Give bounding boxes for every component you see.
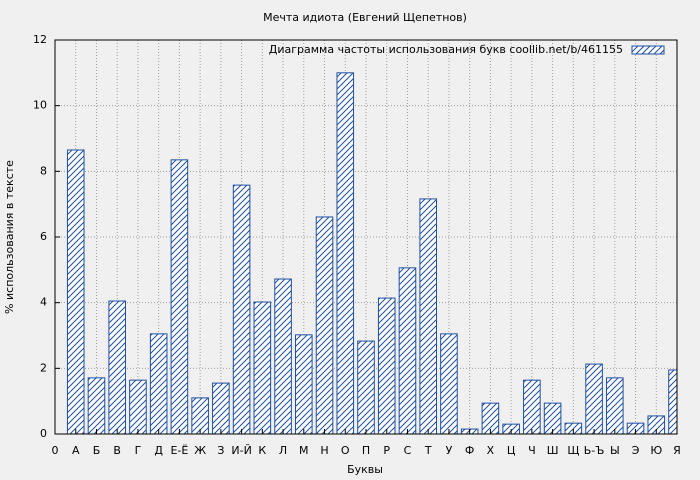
bar	[253, 301, 272, 434]
bar	[606, 377, 624, 434]
bar	[212, 382, 230, 434]
y-tick-label: 12	[33, 33, 47, 46]
x-tick-label: С	[404, 444, 412, 457]
x-tick-label: Б	[93, 444, 101, 457]
bar	[191, 397, 209, 434]
y-tick-label: 4	[40, 296, 47, 309]
bar	[440, 333, 458, 434]
x-tick-label: У	[446, 444, 453, 457]
legend-swatch	[631, 45, 665, 55]
bar	[626, 422, 645, 434]
bar	[274, 278, 292, 434]
x-tick-label: Ц	[507, 444, 516, 457]
x-tick-label: Д	[154, 444, 163, 457]
x-tick-label: Щ	[567, 444, 579, 457]
x-tick-label: Ш	[547, 444, 559, 457]
x-axis-label: Буквы	[347, 463, 383, 476]
x-tick-label: П	[362, 444, 370, 457]
y-tick-label: 10	[33, 99, 47, 112]
x-tick-label: Ы	[610, 444, 620, 457]
bar	[585, 363, 603, 434]
x-tick-label: И-Й	[231, 444, 251, 457]
x-tick-label: Ф	[465, 444, 474, 457]
x-tick-label: Е-Ё	[170, 444, 188, 457]
x-tick-label: З	[217, 444, 224, 457]
x-tick-label: Т	[424, 444, 432, 457]
y-tick-label: 6	[40, 230, 47, 243]
x-tick-label: Х	[487, 444, 495, 457]
x-tick-label: Н	[320, 444, 328, 457]
bar	[357, 340, 375, 434]
bar	[377, 297, 396, 434]
x-tick-label: В	[113, 444, 121, 457]
x-tick-label: К	[258, 444, 266, 457]
bar	[129, 379, 147, 434]
bar	[315, 216, 334, 434]
y-tick-label: 8	[40, 164, 47, 177]
bar	[336, 72, 355, 434]
bar	[398, 267, 417, 434]
bar	[66, 149, 85, 434]
bar	[295, 334, 313, 434]
chart-title: Мечта идиота (Евгений Щепетнов)	[263, 11, 467, 24]
x-tick-label: Ж	[194, 444, 206, 457]
bar	[108, 300, 126, 434]
x-tick-label: Л	[279, 444, 287, 457]
bar	[564, 422, 583, 434]
bar	[523, 379, 541, 434]
bar	[419, 198, 437, 434]
bar	[87, 377, 106, 434]
x-tick-label: М	[299, 444, 309, 457]
x-tick-label: Ь-Ъ	[584, 444, 605, 457]
y-tick-label: 0	[40, 427, 47, 440]
bars	[66, 72, 677, 434]
x-tick-label: О	[341, 444, 350, 457]
bar	[170, 159, 189, 434]
x-tick-label: Я	[673, 444, 681, 457]
y-axis-label: % использования в тексте	[3, 160, 16, 314]
bar	[232, 184, 251, 434]
x-tick-label: 0	[52, 444, 59, 457]
x-tick-label: Г	[135, 444, 142, 457]
x-tick-label: Ю	[650, 444, 662, 457]
x-tick-label: А	[72, 444, 80, 457]
y-tick-label: 2	[40, 361, 47, 374]
x-tick-label: Э	[632, 444, 640, 457]
x-tick-label: Р	[383, 444, 390, 457]
bar	[647, 415, 666, 434]
legend-label: Диаграмма частоты использования букв coo…	[269, 43, 623, 56]
bar	[149, 333, 168, 434]
x-tick-label: Ч	[528, 444, 536, 457]
